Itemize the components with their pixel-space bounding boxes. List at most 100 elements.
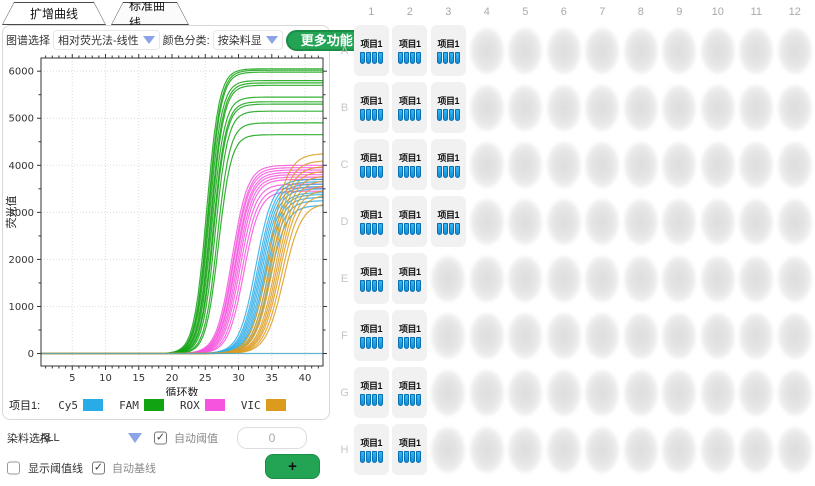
well-B11[interactable] bbox=[739, 84, 774, 131]
well-D1[interactable]: 项目1 bbox=[353, 196, 389, 247]
plate-column-header-5[interactable]: 5 bbox=[522, 6, 529, 18]
tab-amplification-curve[interactable]: 扩增曲线 bbox=[2, 2, 106, 25]
well-G8[interactable] bbox=[623, 369, 658, 416]
well-E10[interactable] bbox=[700, 255, 735, 302]
color-class-dropdown[interactable]: 按染料显示 bbox=[212, 30, 283, 50]
well-C5[interactable] bbox=[508, 141, 543, 188]
well-D10[interactable] bbox=[700, 198, 735, 245]
well-H7[interactable] bbox=[585, 426, 620, 473]
well-G1[interactable]: 项目1 bbox=[353, 367, 389, 418]
well-A3[interactable]: 项目1 bbox=[430, 25, 466, 76]
plate-column-header-4[interactable]: 4 bbox=[483, 6, 490, 18]
well-G12[interactable] bbox=[777, 369, 812, 416]
well-G9[interactable] bbox=[662, 369, 697, 416]
well-H9[interactable] bbox=[662, 426, 697, 473]
plate-row-label-E[interactable]: E bbox=[340, 272, 349, 285]
well-H1[interactable]: 项目1 bbox=[353, 424, 389, 475]
well-C2[interactable]: 项目1 bbox=[392, 139, 428, 190]
well-F7[interactable] bbox=[585, 312, 620, 359]
plate-column-header-3[interactable]: 3 bbox=[445, 6, 452, 18]
well-F9[interactable] bbox=[662, 312, 697, 359]
well-E2[interactable]: 项目1 bbox=[392, 253, 428, 304]
plate-row-label-A[interactable]: A bbox=[340, 44, 349, 57]
well-G4[interactable] bbox=[469, 369, 504, 416]
add-button[interactable]: + bbox=[265, 454, 320, 479]
well-C1[interactable]: 项目1 bbox=[353, 139, 389, 190]
well-F12[interactable] bbox=[777, 312, 812, 359]
well-H11[interactable] bbox=[739, 426, 774, 473]
plate-row-label-H[interactable]: H bbox=[340, 443, 349, 456]
well-H10[interactable] bbox=[700, 426, 735, 473]
well-G5[interactable] bbox=[508, 369, 543, 416]
plate-row-label-D[interactable]: D bbox=[340, 215, 349, 228]
well-F3[interactable] bbox=[431, 312, 466, 359]
well-H3[interactable] bbox=[431, 426, 466, 473]
well-H12[interactable] bbox=[777, 426, 812, 473]
plate-column-header-12[interactable]: 12 bbox=[788, 6, 801, 18]
well-F4[interactable] bbox=[469, 312, 504, 359]
well-E3[interactable] bbox=[431, 255, 466, 302]
well-A11[interactable] bbox=[739, 27, 774, 74]
well-F2[interactable]: 项目1 bbox=[392, 310, 428, 361]
well-A4[interactable] bbox=[469, 27, 504, 74]
well-C3[interactable]: 项目1 bbox=[430, 139, 466, 190]
well-E9[interactable] bbox=[662, 255, 697, 302]
well-G3[interactable] bbox=[431, 369, 466, 416]
well-A10[interactable] bbox=[700, 27, 735, 74]
well-D3[interactable]: 项目1 bbox=[430, 196, 466, 247]
dye-select-dropdown[interactable]: ALL bbox=[40, 432, 142, 444]
plate-column-header-11[interactable]: 11 bbox=[750, 6, 762, 18]
show-threshold-line-checkbox[interactable] bbox=[7, 461, 20, 475]
well-C8[interactable] bbox=[623, 141, 658, 188]
threshold-input[interactable]: 0 bbox=[237, 427, 307, 449]
well-B6[interactable] bbox=[546, 84, 581, 131]
well-E8[interactable] bbox=[623, 255, 658, 302]
well-A12[interactable] bbox=[777, 27, 812, 74]
well-F10[interactable] bbox=[700, 312, 735, 359]
well-B1[interactable]: 项目1 bbox=[353, 82, 389, 133]
plate-column-header-9[interactable]: 9 bbox=[676, 6, 683, 18]
well-D4[interactable] bbox=[469, 198, 504, 245]
well-D12[interactable] bbox=[777, 198, 812, 245]
well-G6[interactable] bbox=[546, 369, 581, 416]
well-G11[interactable] bbox=[739, 369, 774, 416]
well-B5[interactable] bbox=[508, 84, 543, 131]
well-F1[interactable]: 项目1 bbox=[353, 310, 389, 361]
well-H8[interactable] bbox=[623, 426, 658, 473]
auto-threshold-checkbox[interactable] bbox=[154, 431, 167, 445]
plate-column-header-6[interactable]: 6 bbox=[560, 6, 567, 18]
well-E4[interactable] bbox=[469, 255, 504, 302]
well-C12[interactable] bbox=[777, 141, 812, 188]
well-A7[interactable] bbox=[585, 27, 620, 74]
well-A9[interactable] bbox=[662, 27, 697, 74]
well-B7[interactable] bbox=[585, 84, 620, 131]
well-E7[interactable] bbox=[585, 255, 620, 302]
well-B12[interactable] bbox=[777, 84, 812, 131]
plate-column-header-2[interactable]: 2 bbox=[406, 6, 413, 18]
well-G2[interactable]: 项目1 bbox=[392, 367, 428, 418]
well-D2[interactable]: 项目1 bbox=[392, 196, 428, 247]
well-B4[interactable] bbox=[469, 84, 504, 131]
well-A6[interactable] bbox=[546, 27, 581, 74]
well-H5[interactable] bbox=[508, 426, 543, 473]
well-C10[interactable] bbox=[700, 141, 735, 188]
well-C7[interactable] bbox=[585, 141, 620, 188]
auto-baseline-checkbox[interactable] bbox=[92, 461, 105, 475]
plate-column-header-1[interactable]: 1 bbox=[368, 6, 375, 18]
well-A5[interactable] bbox=[508, 27, 543, 74]
well-B3[interactable]: 项目1 bbox=[430, 82, 466, 133]
well-D6[interactable] bbox=[546, 198, 581, 245]
well-B9[interactable] bbox=[662, 84, 697, 131]
well-E5[interactable] bbox=[508, 255, 543, 302]
well-C6[interactable] bbox=[546, 141, 581, 188]
plate-column-header-8[interactable]: 8 bbox=[637, 6, 644, 18]
tab-standard-curve[interactable]: 标准曲线 bbox=[111, 2, 189, 25]
well-G10[interactable] bbox=[700, 369, 735, 416]
well-E1[interactable]: 项目1 bbox=[353, 253, 389, 304]
well-G7[interactable] bbox=[585, 369, 620, 416]
well-H4[interactable] bbox=[469, 426, 504, 473]
well-C9[interactable] bbox=[662, 141, 697, 188]
well-F11[interactable] bbox=[739, 312, 774, 359]
well-H6[interactable] bbox=[546, 426, 581, 473]
well-A8[interactable] bbox=[623, 27, 658, 74]
